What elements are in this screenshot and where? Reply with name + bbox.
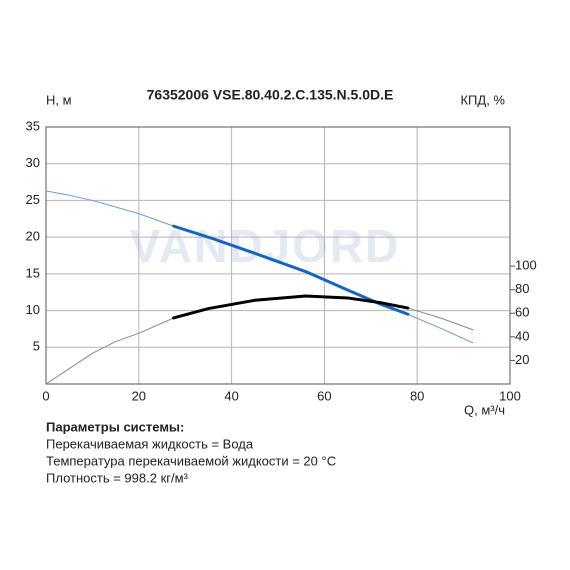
- curve-operating: [172, 294, 410, 320]
- y2-tick-label: 20: [515, 352, 529, 367]
- y-tick-label: 20: [26, 229, 40, 244]
- y-tick-label: 25: [26, 192, 40, 207]
- notes-line: Плотность = 998.2 кг/м³: [46, 470, 189, 485]
- watermark: VANDJORD: [130, 220, 401, 272]
- y-axis-label: H, м: [46, 92, 72, 107]
- x-tick-label: 80: [410, 388, 424, 403]
- x-tick-label: 60: [317, 388, 331, 403]
- y-tick-label: 35: [26, 118, 40, 133]
- x-tick-label: 20: [132, 388, 146, 403]
- y2-tick-label: 80: [515, 281, 529, 296]
- y2-tick-label: 60: [515, 305, 529, 320]
- notes-heading: Параметры системы:: [46, 419, 184, 434]
- notes-line: Температура перекачиваемой жидкости = 20…: [46, 453, 336, 468]
- plot-frame: [45, 126, 511, 385]
- x-tick-label: 40: [224, 388, 238, 403]
- y-tick-label: 5: [33, 339, 40, 354]
- y-tick-label: 30: [26, 155, 40, 170]
- chart-title: 76352006 VSE.80.40.2.C.135.N.5.0D.E: [147, 87, 394, 103]
- y-tick-label: 10: [26, 302, 40, 317]
- x-axis-label: Q, м³/ч: [464, 402, 505, 417]
- x-tick-label: 0: [42, 388, 49, 403]
- notes-line: Перекачиваемая жидкость = Вода: [46, 436, 254, 451]
- y-tick-label: 15: [26, 265, 40, 280]
- y2-axis-label: КПД, %: [460, 92, 505, 107]
- x-tick-label: 100: [499, 388, 521, 403]
- y2-tick-label: 100: [515, 258, 537, 273]
- y2-tick-label: 40: [515, 328, 529, 343]
